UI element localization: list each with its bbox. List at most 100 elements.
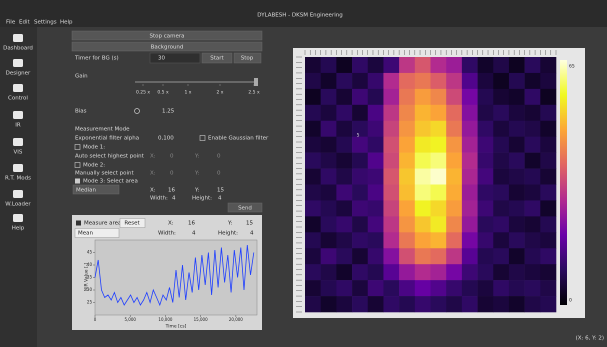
nav-icon[interactable] xyxy=(13,59,23,67)
nav-label[interactable]: IR xyxy=(15,123,21,129)
heatmap-cell xyxy=(540,169,556,185)
heatmap-cell xyxy=(336,121,352,137)
x-tick-label: 5,000 xyxy=(124,317,136,322)
heatmap-cell xyxy=(493,200,509,216)
heatmap-cell xyxy=(431,153,447,169)
heatmap-cell xyxy=(525,280,541,296)
nav-label[interactable]: R.T. Mods xyxy=(5,176,31,182)
heatmap-cell xyxy=(399,57,415,73)
window-title: DYLABESH - DKSM Engineering xyxy=(257,13,342,19)
nav-icon[interactable] xyxy=(13,190,23,198)
heatmap-cell xyxy=(540,153,556,169)
heatmap-cell xyxy=(415,169,431,185)
heatmap-cell xyxy=(383,153,399,169)
heatmap-cell xyxy=(336,137,352,153)
heatmap-cell xyxy=(399,121,415,137)
heatmap-cell xyxy=(305,264,321,280)
heatmap-cell xyxy=(336,185,352,201)
heatmap-cell xyxy=(368,232,384,248)
heatmap-cell xyxy=(368,89,384,105)
heatmap-cell xyxy=(305,153,321,169)
heatmap-cell xyxy=(446,248,462,264)
heatmap-cell xyxy=(493,232,509,248)
section-title: Measurement Mode xyxy=(75,127,130,133)
heatmap-cell xyxy=(478,121,494,137)
heatmap-cell xyxy=(509,216,525,232)
heatmap-cell xyxy=(368,153,384,169)
heatmap-cell xyxy=(478,89,494,105)
checkbox[interactable] xyxy=(75,145,80,150)
heatmap-cell xyxy=(431,216,447,232)
heatmap-cell xyxy=(305,169,321,185)
nav-label[interactable]: Dashboard xyxy=(3,46,33,52)
nav-icon[interactable] xyxy=(13,111,23,119)
heatmap-cell xyxy=(383,169,399,185)
heatmap-cell xyxy=(431,185,447,201)
heatmap-cell xyxy=(399,280,415,296)
nav-icon[interactable] xyxy=(13,164,23,172)
heatmap-cell xyxy=(478,296,494,312)
tick-label: 2 x xyxy=(217,90,224,96)
checkbox[interactable] xyxy=(76,221,81,226)
checkbox[interactable] xyxy=(75,163,80,168)
heatmap-cell xyxy=(383,105,399,121)
nav-label[interactable]: Help xyxy=(12,226,25,232)
heatmap-cell xyxy=(462,153,478,169)
heatmap-cell xyxy=(478,280,494,296)
tick-label: 0.5 x xyxy=(157,90,169,96)
nav-label[interactable]: VIS xyxy=(14,150,23,156)
heatmap-cell xyxy=(399,105,415,121)
heatmap-cell xyxy=(525,200,541,216)
heatmap-cell xyxy=(399,216,415,232)
heatmap-cell xyxy=(478,105,494,121)
menu-item[interactable]: Help xyxy=(60,20,73,26)
heatmap-cell xyxy=(321,296,337,312)
tick-label: 1 x xyxy=(185,90,192,96)
heatmap-cell xyxy=(305,232,321,248)
heatmap-cell xyxy=(462,185,478,201)
nav-icon[interactable] xyxy=(13,84,23,92)
x-tick-label: 10,000 xyxy=(158,317,172,322)
heatmap-cell xyxy=(446,153,462,169)
checkbox[interactable] xyxy=(75,179,80,184)
heatmap-cell xyxy=(525,169,541,185)
menu-item[interactable]: Edit xyxy=(19,20,30,26)
value: Median xyxy=(76,188,97,194)
heatmap-cell xyxy=(352,169,368,185)
value: 0,100 xyxy=(158,136,174,142)
heatmap-cell xyxy=(509,280,525,296)
heatmap-cell xyxy=(540,232,556,248)
heatmap-cell xyxy=(509,169,525,185)
y-tick-label: 25 xyxy=(87,300,93,305)
heatmap-cell xyxy=(540,73,556,89)
checkbox[interactable] xyxy=(200,136,205,141)
heatmap-cell xyxy=(383,232,399,248)
value: 15 xyxy=(217,188,224,194)
heatmap-cell xyxy=(509,73,525,89)
heatmap-cell xyxy=(399,153,415,169)
heatmap-cell xyxy=(540,216,556,232)
nav-icon[interactable] xyxy=(13,138,23,146)
radio[interactable] xyxy=(135,109,140,114)
heatmap-cell xyxy=(540,57,556,73)
value: 4 xyxy=(192,231,196,237)
slider-handle[interactable] xyxy=(254,78,258,86)
menu-item[interactable]: Settings xyxy=(34,20,57,26)
heatmap-cell xyxy=(493,73,509,89)
heatmap-cell xyxy=(462,57,478,73)
heatmap-cell xyxy=(368,200,384,216)
heatmap-cell xyxy=(493,296,509,312)
label: Height: xyxy=(218,231,238,237)
heatmap-cell xyxy=(509,121,525,137)
nav-label[interactable]: W.Loader xyxy=(5,202,31,208)
heatmap-cell xyxy=(399,248,415,264)
nav-icon[interactable] xyxy=(13,34,23,42)
label: Enable Gaussian filter xyxy=(208,136,269,142)
nav-label[interactable]: Control xyxy=(8,96,28,102)
nav-label[interactable]: Designer xyxy=(6,71,31,77)
nav-icon[interactable] xyxy=(13,214,23,222)
heatmap-cell xyxy=(368,248,384,264)
heatmap-cell xyxy=(305,280,321,296)
menu-item[interactable]: File xyxy=(6,20,16,26)
heatmap-cell xyxy=(399,264,415,280)
